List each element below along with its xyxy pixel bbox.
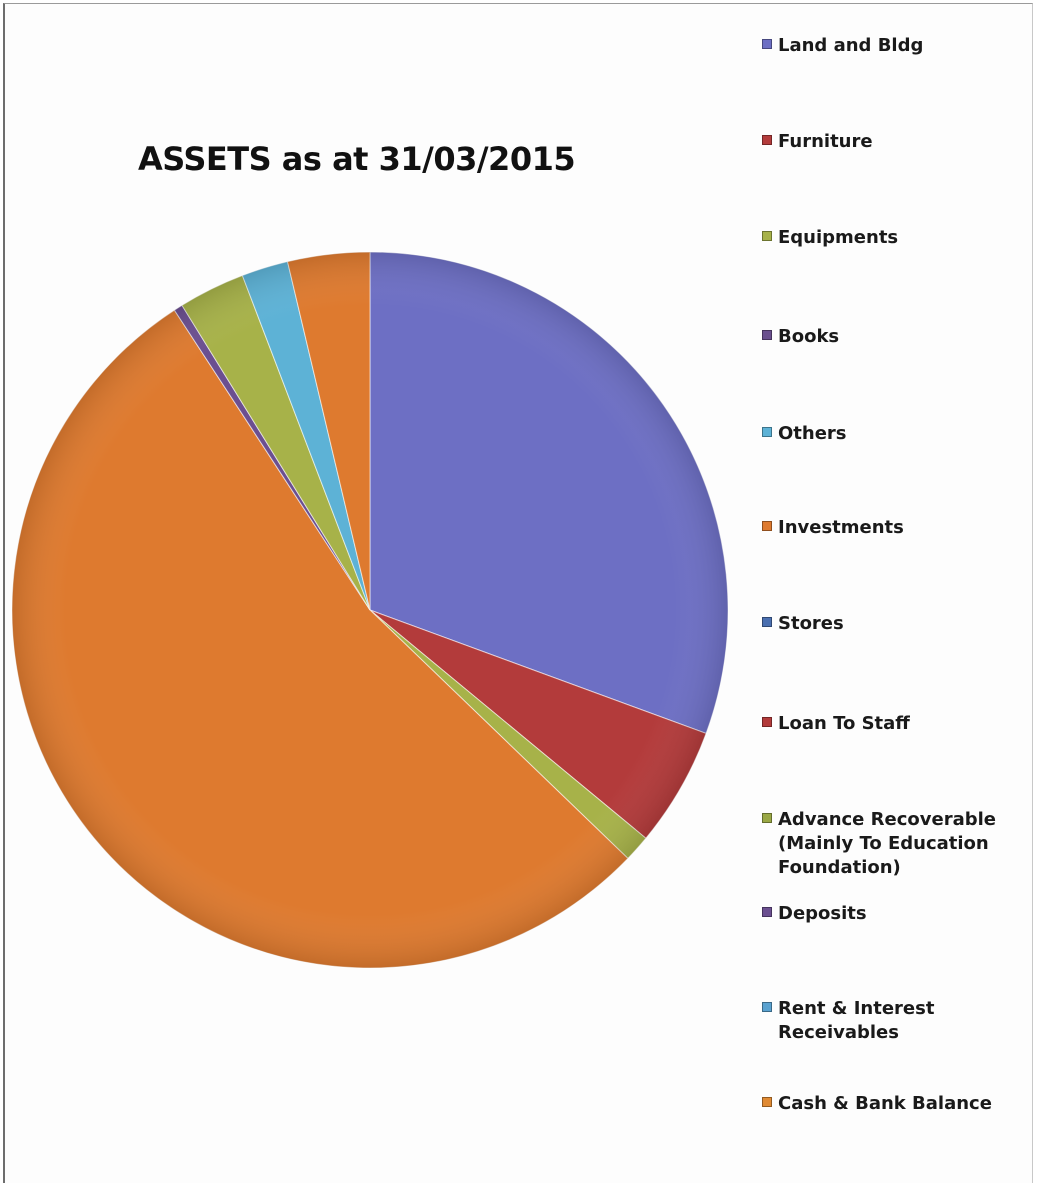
legend-item-cash-bank-balance: Cash & Bank Balance	[762, 1092, 1024, 1116]
legend-swatch	[762, 231, 772, 241]
legend-swatch	[762, 813, 772, 823]
legend-label: Books	[778, 326, 840, 347]
legend-label: Loan To Staff	[778, 713, 910, 734]
chart-title: ASSETS as at 31/03/2015	[138, 140, 576, 178]
legend-label: Equipments	[778, 227, 899, 248]
legend-label: Deposits	[778, 903, 867, 924]
legend-label: Advance Recoverable (Mainly To Education…	[778, 809, 996, 878]
legend-item-stores: Stores	[762, 612, 1024, 636]
legend-item-advance-recoverable: Advance Recoverable (Mainly To Education…	[762, 808, 1024, 880]
legend-label: Rent & Interest Receivables	[778, 998, 935, 1043]
legend-swatch	[762, 521, 772, 531]
legend-swatch	[762, 1097, 772, 1107]
legend-label: Investments	[778, 517, 904, 538]
legend-swatch	[762, 330, 772, 340]
legend-item-land-and-bldg: Land and Bldg	[762, 34, 1024, 58]
legend-swatch	[762, 135, 772, 145]
legend-swatch	[762, 717, 772, 727]
legend-item-investments: Investments	[762, 516, 1024, 540]
legend-label: Stores	[778, 613, 844, 634]
legend-item-deposits: Deposits	[762, 902, 1024, 926]
legend-label: Furniture	[778, 131, 873, 152]
legend-swatch	[762, 39, 772, 49]
legend-item-rent-interest: Rent & Interest Receivables	[762, 997, 1024, 1045]
legend-item-furniture: Furniture	[762, 130, 1024, 154]
legend-swatch	[762, 617, 772, 627]
legend-item-books: Books	[762, 325, 1024, 349]
legend-swatch	[762, 907, 772, 917]
legend-item-equipments: Equipments	[762, 226, 1024, 250]
legend-label: Cash & Bank Balance	[778, 1093, 992, 1114]
legend-label: Others	[778, 423, 847, 444]
legend-label: Land and Bldg	[778, 35, 924, 56]
legend-swatch	[762, 1002, 772, 1012]
legend-item-others: Others	[762, 422, 1024, 446]
legend-item-loan-to-staff: Loan To Staff	[762, 712, 1024, 736]
legend-swatch	[762, 427, 772, 437]
